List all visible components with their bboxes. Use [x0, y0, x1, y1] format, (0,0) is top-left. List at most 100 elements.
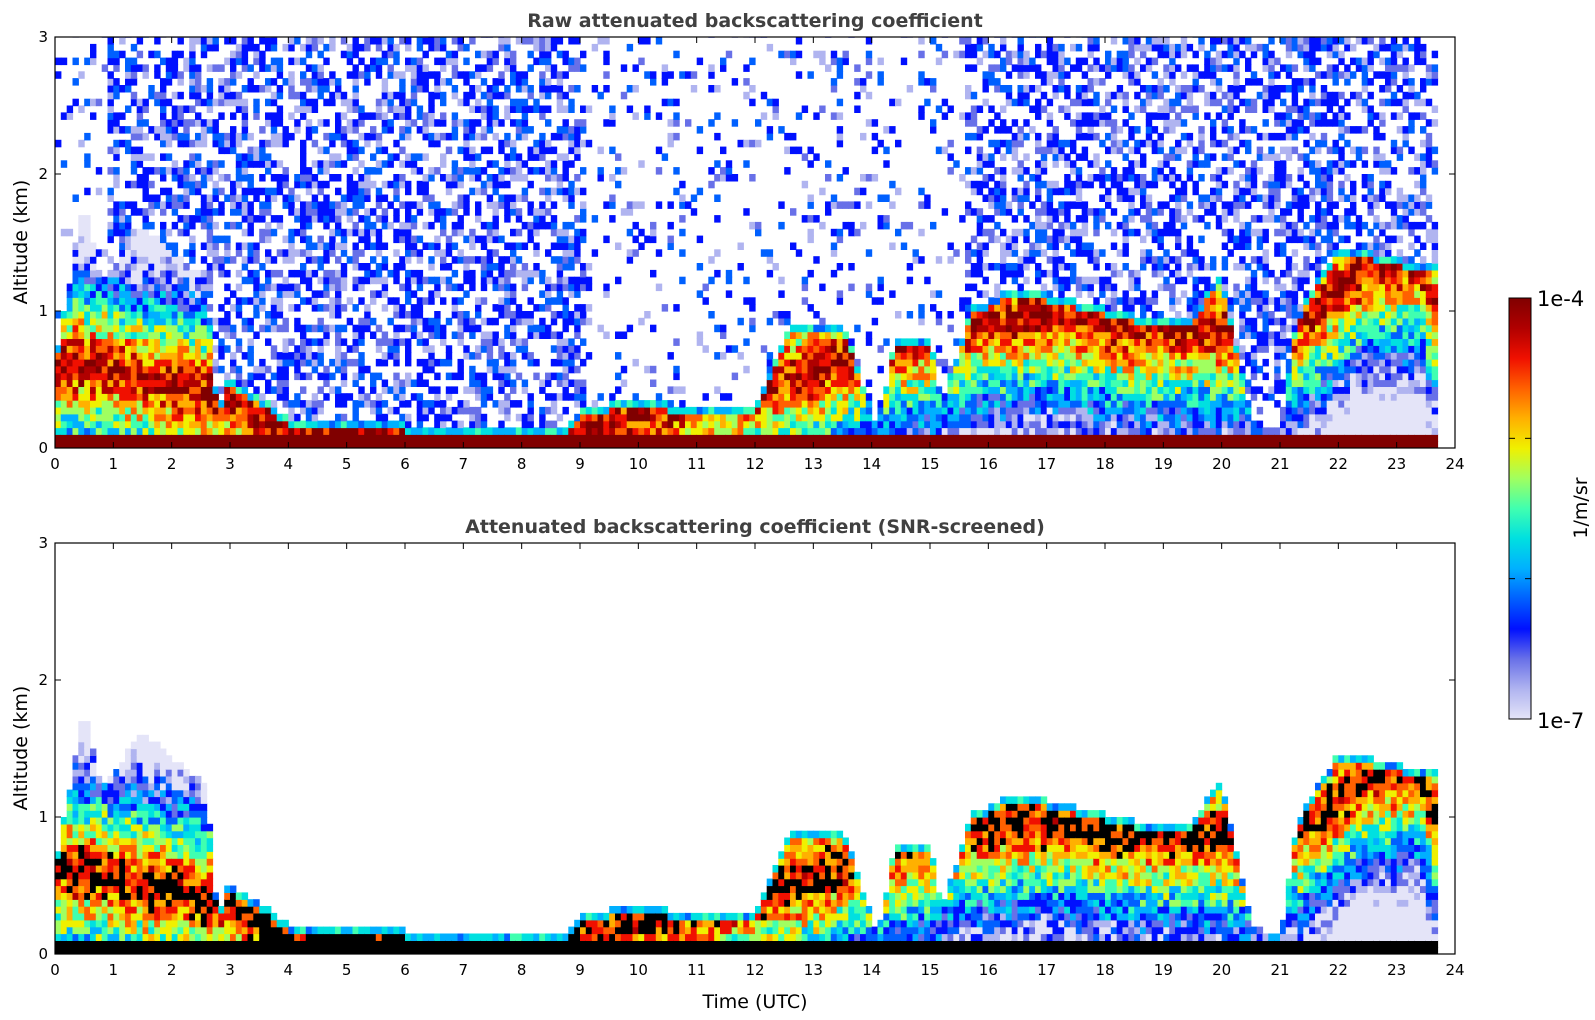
heatmap-cell — [317, 146, 324, 155]
heatmap-cell — [177, 194, 184, 202]
heatmap-cell — [428, 434, 435, 442]
heatmap-cell — [84, 98, 91, 107]
heatmap-cell — [434, 119, 441, 127]
heatmap-cell — [387, 269, 394, 278]
heatmap-cell — [148, 365, 155, 374]
heatmap-cell — [504, 91, 511, 100]
heatmap-cell — [632, 221, 639, 230]
heatmap-cell — [311, 406, 319, 415]
heatmap-cell — [370, 441, 377, 448]
heatmap-cell — [982, 324, 989, 333]
heatmap-cell — [177, 78, 184, 86]
heatmap-cell — [165, 139, 173, 148]
heatmap-cell — [265, 379, 272, 387]
heatmap-cell — [795, 50, 803, 59]
heatmap-cell — [66, 400, 74, 408]
heatmap-cell — [113, 64, 120, 72]
heatmap-cell — [428, 324, 435, 333]
heatmap-cell — [305, 352, 313, 360]
heatmap-cell — [305, 132, 313, 141]
heatmap-cell — [819, 105, 826, 113]
heatmap-cell — [399, 324, 406, 333]
heatmap-cell — [125, 57, 132, 66]
heatmap-cell — [136, 400, 144, 408]
heatmap-cell — [591, 249, 599, 257]
heatmap-cell — [107, 194, 114, 202]
heatmap-cell — [807, 406, 814, 415]
heatmap-cell — [416, 338, 424, 346]
heatmap-cell — [218, 352, 225, 360]
heatmap-cell — [387, 180, 394, 189]
heatmap-cell — [941, 406, 949, 415]
heatmap-cell — [352, 50, 359, 59]
heatmap-cell — [148, 379, 155, 387]
heatmap-cell — [300, 221, 307, 230]
heatmap-cell — [498, 235, 505, 244]
heatmap-cell — [352, 427, 359, 435]
heatmap-cell — [609, 201, 616, 209]
heatmap-cell — [830, 400, 838, 408]
heatmap-cell — [790, 434, 797, 442]
heatmap-cell — [918, 256, 925, 264]
heatmap-cell — [632, 112, 639, 120]
heatmap-cell — [323, 365, 330, 374]
heatmap-cell — [1011, 372, 1019, 381]
heatmap-cell — [778, 441, 785, 448]
heatmap-cell — [895, 228, 902, 237]
heatmap-cell — [655, 413, 663, 422]
heatmap-cell — [405, 37, 412, 45]
heatmap-cell — [329, 304, 336, 312]
heatmap-cell — [918, 345, 925, 353]
heatmap-cell — [813, 386, 820, 394]
heatmap-cell — [305, 85, 313, 93]
heatmap-cell — [323, 57, 330, 66]
heatmap-cell — [90, 324, 97, 333]
heatmap-cell — [778, 427, 785, 435]
heatmap-cell — [755, 406, 762, 415]
heatmap-cell — [440, 91, 447, 100]
heatmap-cell — [300, 139, 307, 148]
heatmap-cell — [801, 338, 809, 346]
heatmap-cell — [230, 91, 237, 100]
heatmap-cell — [527, 208, 534, 216]
heatmap-cell — [200, 43, 208, 52]
heatmap-cell — [545, 297, 552, 305]
heatmap-cell — [387, 201, 394, 209]
heatmap-cell — [230, 441, 237, 448]
heatmap-cell — [101, 413, 109, 422]
heatmap-cell — [200, 139, 208, 148]
heatmap-cell — [959, 304, 966, 312]
heatmap-cell — [136, 304, 144, 312]
heatmap-cell — [988, 352, 995, 360]
heatmap-cell — [177, 413, 184, 422]
heatmap-cell — [515, 85, 523, 93]
heatmap-cell — [195, 297, 202, 305]
heatmap-cell — [241, 50, 249, 59]
heatmap-cell — [603, 71, 610, 79]
heatmap-cell — [965, 324, 972, 333]
heatmap-cell — [550, 434, 558, 442]
heatmap-cell — [510, 297, 517, 305]
heatmap-cell — [772, 393, 779, 401]
heatmap-cell — [72, 400, 79, 408]
heatmap-cell — [935, 146, 943, 155]
heatmap-cell — [994, 180, 1001, 189]
heatmap-cell — [994, 311, 1001, 319]
heatmap-cell — [125, 372, 132, 381]
heatmap-cell — [259, 215, 266, 223]
heatmap-cell — [801, 420, 809, 429]
heatmap-cell — [440, 221, 447, 230]
heatmap-cell — [486, 194, 494, 202]
heatmap-cell — [568, 146, 575, 155]
heatmap-cell — [235, 297, 243, 305]
heatmap-cell — [918, 358, 925, 367]
heatmap-cell — [854, 386, 861, 394]
heatmap-cell — [305, 249, 313, 257]
heatmap-cell — [883, 215, 890, 223]
heatmap-cell — [300, 331, 307, 339]
heatmap-cell — [574, 139, 581, 148]
heatmap-cell — [1000, 338, 1007, 346]
heatmap-cell — [667, 119, 674, 127]
heatmap-cell — [381, 91, 389, 100]
heatmap-cell — [545, 37, 552, 45]
